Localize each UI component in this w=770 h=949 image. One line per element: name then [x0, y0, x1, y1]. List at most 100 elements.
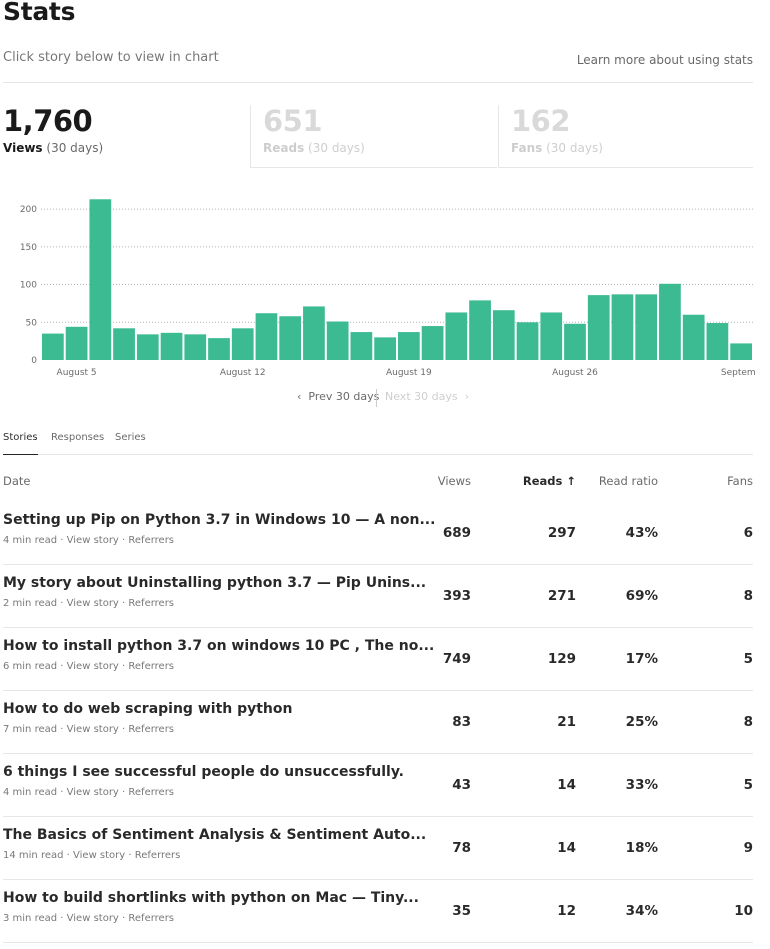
metric-fans-period: (30 days)	[546, 141, 603, 155]
chart-bar[interactable]	[492, 310, 515, 360]
story-fans: 5	[743, 777, 753, 793]
story-title[interactable]: The Basics of Sentiment Analysis & Senti…	[3, 827, 427, 843]
metric-reads-period: (30 days)	[308, 141, 365, 155]
table-row: 6 things I see successful people do unsu…	[3, 753, 753, 817]
y-tick-label: 0	[31, 356, 37, 366]
story-read-time: 4 min read	[3, 535, 58, 546]
chart-bar[interactable]	[398, 332, 420, 360]
story-read-time: 4 min read	[3, 787, 58, 798]
metric-views-value: 1,760	[3, 104, 93, 138]
story-read-ratio: 69%	[625, 588, 658, 604]
referrers-link[interactable]: Referrers	[128, 535, 175, 546]
tab-stories[interactable]: Stories	[3, 432, 38, 455]
view-story-link[interactable]: View story	[66, 724, 119, 735]
story-meta: 2 min read · View story · Referrers	[3, 598, 175, 609]
chart-bar[interactable]	[136, 334, 159, 360]
chart-bar[interactable]	[540, 312, 563, 360]
story-reads: 297	[547, 525, 576, 541]
story-meta: 6 min read · View story · Referrers	[3, 661, 175, 672]
chart-bar[interactable]	[279, 316, 302, 360]
chart-bar[interactable]	[303, 306, 325, 360]
chart-bar[interactable]	[706, 323, 729, 360]
metric-views-period: (30 days)	[46, 141, 104, 155]
chart-bar[interactable]	[42, 333, 64, 360]
view-story-link[interactable]: View story	[66, 661, 119, 672]
view-story-link[interactable]: View story	[73, 850, 126, 861]
chart-bar[interactable]	[564, 323, 586, 360]
view-story-link[interactable]: View story	[66, 535, 119, 546]
story-title[interactable]: 6 things I see successful people do unsu…	[3, 764, 404, 780]
story-title[interactable]: My story about Uninstalling python 3.7 —…	[3, 575, 427, 591]
chart-bar[interactable]	[682, 314, 705, 360]
chart-bar[interactable]	[255, 313, 278, 360]
views-chart-svg: 0 50 100 150 200 August 5 August 12 August 19 Au…	[20, 199, 755, 378]
metric-fans[interactable]: 162 Fans (30 days)	[498, 105, 753, 168]
column-reads[interactable]: Reads ↑	[523, 474, 576, 488]
referrers-link[interactable]: Referrers	[128, 724, 175, 735]
metric-reads[interactable]: 651 Reads (30 days)	[250, 105, 497, 168]
story-fans: 6	[743, 525, 753, 541]
view-story-link[interactable]: View story	[66, 787, 119, 798]
chart-bar[interactable]	[374, 337, 396, 360]
column-read-ratio[interactable]: Read ratio	[598, 474, 658, 488]
table-header: Date Views Reads ↑ Read ratio Fans	[3, 474, 753, 490]
column-date[interactable]: Date	[3, 474, 31, 488]
chart-bar[interactable]	[65, 326, 88, 360]
pager-divider	[376, 389, 377, 407]
metric-views-label: Views	[3, 141, 43, 155]
chart-bar[interactable]	[421, 326, 444, 360]
next-30-days-button: Next 30 days ›	[385, 390, 469, 403]
referrers-link[interactable]: Referrers	[128, 913, 175, 924]
story-read-time: 14 min read	[3, 850, 64, 861]
chart-bar[interactable]	[635, 294, 658, 360]
learn-more-link[interactable]: Learn more about using stats	[576, 53, 753, 67]
metric-tabs: 1,760 Views (30 days) 651 Reads (30 days…	[3, 105, 753, 169]
story-views: 689	[442, 525, 471, 541]
chart-bar[interactable]	[445, 312, 468, 360]
chart-bar[interactable]	[730, 343, 752, 360]
column-fans[interactable]: Fans	[727, 474, 753, 488]
sort-arrow-up-icon: ↑	[566, 474, 576, 488]
story-read-time: 6 min read	[3, 661, 58, 672]
views-chart: 0 50 100 150 200 August 5 August 12 August 19 Au…	[3, 192, 755, 382]
story-title[interactable]: How to install python 3.7 on windows 10 …	[3, 638, 435, 654]
story-read-ratio: 33%	[625, 777, 658, 793]
chart-bar[interactable]	[516, 322, 539, 360]
prev-30-days-button[interactable]: ‹ Prev 30 days	[297, 390, 379, 403]
story-read-time: 2 min read	[3, 598, 58, 609]
page-title: Stats	[3, 0, 76, 26]
view-story-link[interactable]: View story	[66, 598, 119, 609]
story-title[interactable]: How to build shortlinks with python on M…	[3, 890, 419, 906]
chart-bar[interactable]	[160, 332, 183, 360]
story-title[interactable]: Setting up Pip on Python 3.7 in Windows …	[3, 512, 436, 528]
metric-reads-label: Reads	[263, 141, 305, 155]
story-read-time: 3 min read	[3, 913, 58, 924]
chart-bar[interactable]	[659, 283, 681, 360]
metric-views[interactable]: 1,760 Views (30 days)	[3, 105, 249, 168]
chart-bar[interactable]	[611, 294, 634, 360]
chart-bar[interactable]	[587, 295, 610, 360]
chart-bar[interactable]	[184, 334, 207, 360]
chart-bar[interactable]	[89, 199, 112, 360]
referrers-link[interactable]: Referrers	[128, 598, 175, 609]
y-tick-label: 200	[20, 205, 37, 215]
chart-bar[interactable]	[113, 328, 135, 360]
table-row: How to do web scraping with python 7 min …	[3, 690, 753, 754]
chart-bar[interactable]	[469, 300, 491, 360]
story-read-ratio: 34%	[625, 903, 658, 919]
tab-series[interactable]: Series	[115, 432, 146, 443]
chart-bar[interactable]	[231, 328, 254, 360]
chart-bar[interactable]	[350, 332, 373, 360]
referrers-link[interactable]: Referrers	[128, 787, 175, 798]
story-views: 78	[452, 840, 471, 856]
story-meta: 3 min read · View story · Referrers	[3, 913, 175, 924]
referrers-link[interactable]: Referrers	[128, 661, 175, 672]
chart-bar[interactable]	[208, 338, 230, 360]
y-tick-label: 50	[26, 318, 38, 328]
story-title[interactable]: How to do web scraping with python	[3, 701, 293, 717]
view-story-link[interactable]: View story	[66, 913, 119, 924]
chart-bar[interactable]	[326, 321, 349, 360]
referrers-link[interactable]: Referrers	[134, 850, 181, 861]
column-views[interactable]: Views	[437, 474, 471, 488]
tab-responses[interactable]: Responses	[51, 432, 105, 443]
